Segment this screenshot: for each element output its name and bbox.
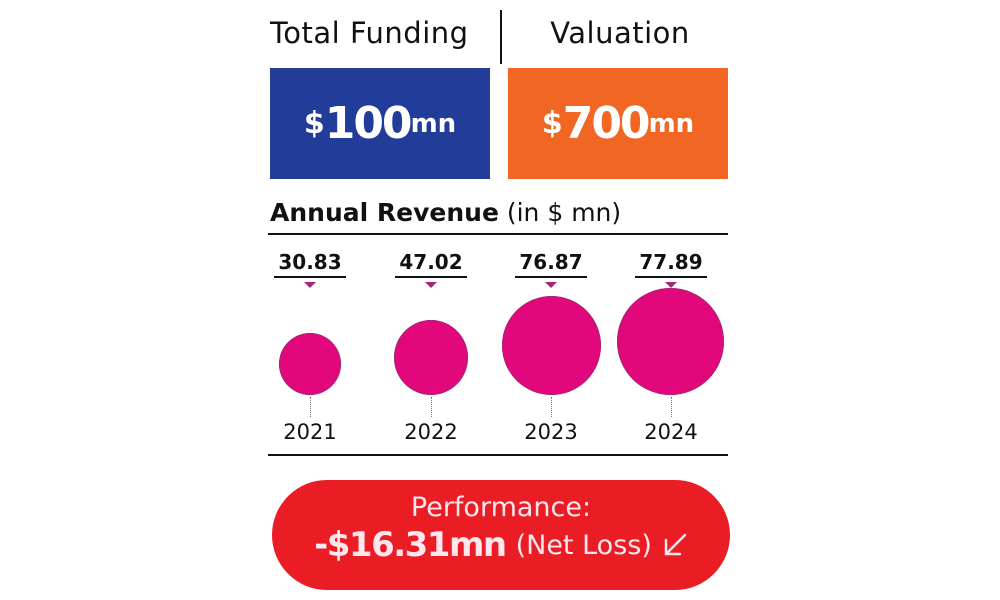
revenue-title-main: Annual Revenue — [270, 198, 499, 227]
pointer-icon — [425, 282, 437, 288]
performance-pill: Performance: -$16.31mn (Net Loss) — [272, 480, 730, 590]
stem-2021 — [310, 397, 311, 417]
valuation-currency: $ — [541, 106, 563, 141]
revenue-bubble-2024 — [617, 288, 724, 395]
revenue-title: Annual Revenue (in $ mn) — [270, 198, 621, 227]
performance-value: -$16.31mn — [314, 525, 507, 565]
arrow-down-left-icon — [662, 532, 688, 558]
pointer-icon — [665, 282, 677, 288]
stem-2024 — [671, 397, 672, 417]
revenue-bottom-rule — [268, 454, 728, 456]
funding-currency: $ — [303, 106, 325, 141]
stem-2022 — [431, 397, 432, 417]
total-funding-box: $ 100 mn — [270, 68, 490, 179]
funding-unit: mn — [410, 108, 457, 139]
revenue-bubble-2023 — [502, 296, 601, 395]
header-divider — [500, 10, 502, 64]
pointer-icon — [304, 282, 316, 288]
year-label-2024: 2024 — [644, 420, 698, 444]
stem-2023 — [551, 397, 552, 417]
revenue-bubble-2022 — [394, 320, 468, 395]
year-label-2023: 2023 — [524, 420, 578, 444]
total-funding-label: Total Funding — [270, 16, 469, 50]
funding-value: 100 — [324, 98, 413, 149]
valuation-label: Valuation — [550, 16, 690, 50]
performance-label: Performance: — [410, 492, 592, 523]
valuation-box: $ 700 mn — [508, 68, 728, 179]
value-label-2022: 47.02 — [371, 250, 491, 288]
year-label-2022: 2022 — [404, 420, 458, 444]
performance-note: (Net Loss) — [515, 529, 652, 561]
value-label-2021: 30.83 — [250, 250, 370, 288]
revenue-title-unit: (in $ mn) — [506, 198, 622, 227]
value-label-2023: 76.87 — [491, 250, 611, 288]
revenue-top-rule — [268, 233, 728, 235]
pointer-icon — [545, 282, 557, 288]
revenue-bubble-2021 — [279, 333, 341, 395]
valuation-value: 700 — [562, 98, 651, 149]
valuation-unit: mn — [648, 108, 695, 139]
value-label-2024: 77.89 — [611, 250, 731, 288]
year-label-2021: 2021 — [283, 420, 337, 444]
